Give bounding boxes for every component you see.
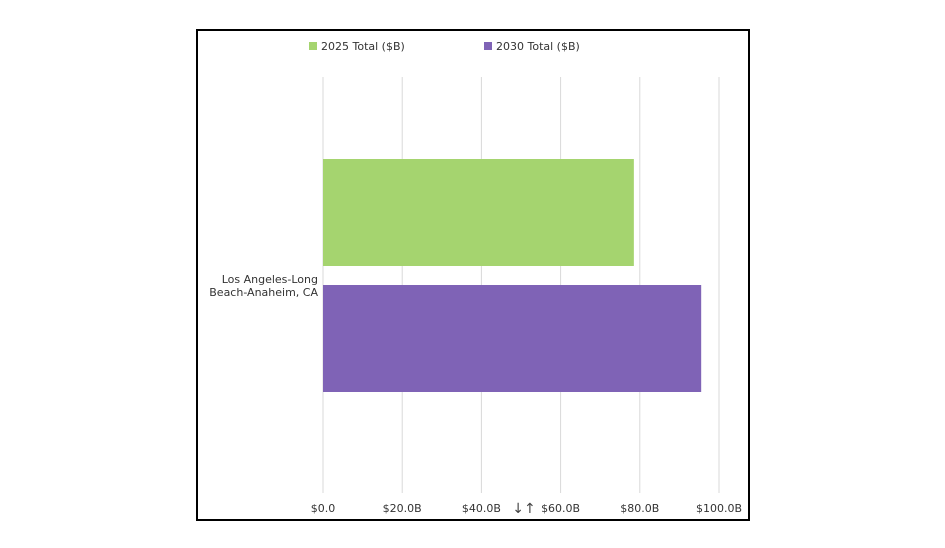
- legend-swatch: [484, 42, 492, 50]
- x-tick-label: $20.0B: [383, 502, 422, 515]
- chart-frame: 2025 Total ($B) 2030 Total ($B) Los Angel…: [196, 29, 750, 521]
- x-tick-label: $0.0: [311, 502, 336, 515]
- bar-2030-total[interactable]: [323, 285, 702, 392]
- x-tick-label: $100.0B: [696, 502, 742, 515]
- category-axis: Los Angeles-Long Beach-Anaheim, CA: [209, 273, 318, 299]
- x-tick-label: $40.0B: [462, 502, 501, 515]
- sort-arrows-icon[interactable]: ↓↑: [512, 501, 535, 517]
- x-tick-label: $80.0B: [620, 502, 659, 515]
- bar-2025-total[interactable]: [323, 159, 634, 266]
- bars: [323, 159, 702, 392]
- legend-swatch: [309, 42, 317, 50]
- value-axis: $0.0 $20.0B $40.0B $60.0B $80.0B $100.0B: [311, 502, 742, 515]
- legend-label[interactable]: 2025 Total ($B): [321, 40, 405, 53]
- bar-chart: 2025 Total ($B) 2030 Total ($B) Los Angel…: [209, 40, 742, 517]
- category-label: Los Angeles-Long Beach-Anaheim, CA: [209, 273, 318, 299]
- x-tick-label: $60.0B: [541, 502, 580, 515]
- legend-label[interactable]: 2030 Total ($B): [496, 40, 580, 53]
- legend: 2025 Total ($B) 2030 Total ($B): [309, 40, 580, 53]
